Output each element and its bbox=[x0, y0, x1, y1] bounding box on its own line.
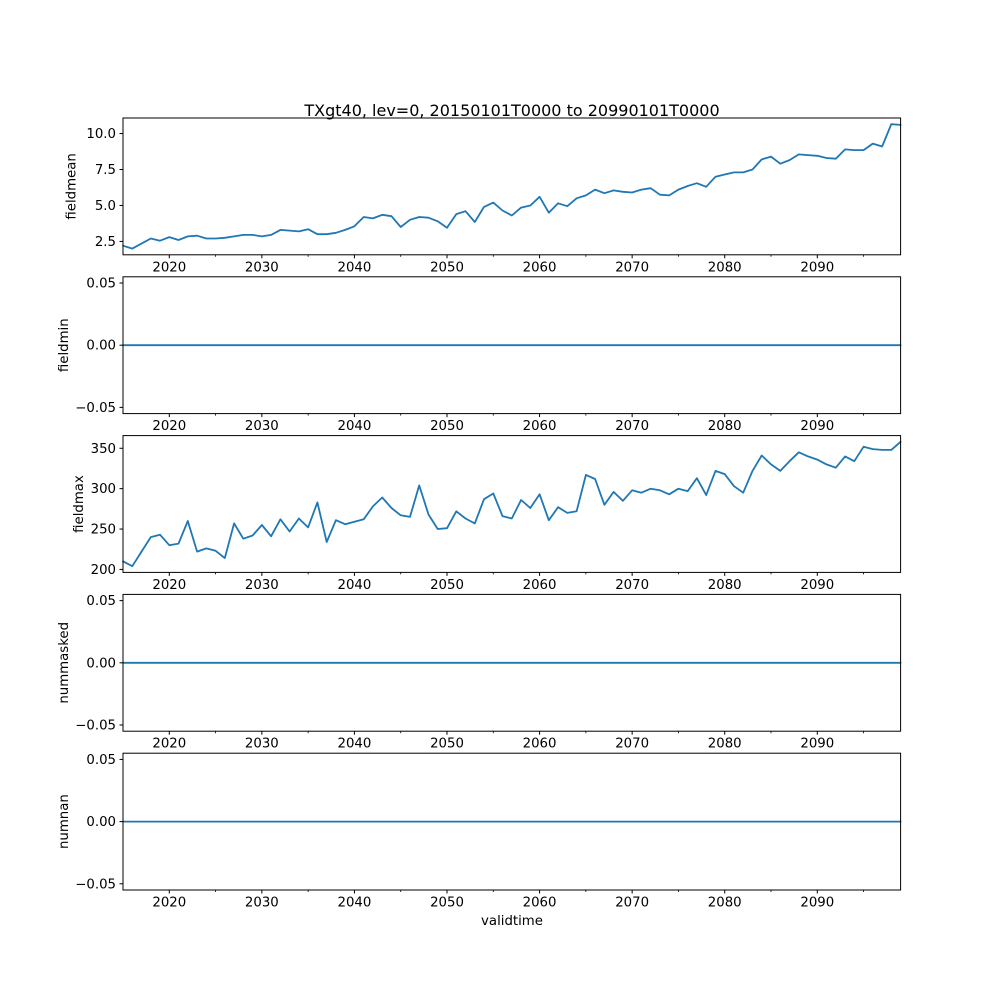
x-tick-label: 2030 bbox=[245, 419, 279, 434]
x-tick-label: 2080 bbox=[708, 737, 742, 752]
y-axis-label-fieldmin: fieldmin bbox=[57, 318, 72, 372]
y-tick-label: 0.00 bbox=[86, 656, 116, 671]
x-tick-label: 2080 bbox=[708, 260, 742, 275]
y-tick-label: 10.0 bbox=[86, 127, 116, 142]
x-tick-label: 2080 bbox=[708, 896, 742, 911]
subplot-fieldmax-line bbox=[122, 440, 902, 568]
x-tick-label: 2020 bbox=[152, 896, 186, 911]
y-tick-label: 0.05 bbox=[86, 594, 116, 609]
x-tick-label: 2040 bbox=[338, 737, 372, 752]
x-tick-label: 2090 bbox=[800, 578, 834, 593]
x-tick-label: 2040 bbox=[338, 419, 372, 434]
x-tick-label: 2070 bbox=[615, 578, 649, 593]
x-tick-label: 2040 bbox=[338, 578, 372, 593]
x-tick-label: 2030 bbox=[245, 896, 279, 911]
x-tick-label: 2090 bbox=[800, 260, 834, 275]
y-tick-label: −0.05 bbox=[75, 401, 116, 416]
y-tick-label: 0.05 bbox=[86, 753, 116, 768]
x-tick-label: 2030 bbox=[245, 737, 279, 752]
x-tick-label: 2060 bbox=[523, 578, 557, 593]
y-tick-label: 2.5 bbox=[95, 235, 116, 250]
y-tick-label: 7.5 bbox=[95, 163, 116, 178]
x-tick-label: 2080 bbox=[708, 578, 742, 593]
y-tick-label: −0.05 bbox=[75, 877, 116, 892]
y-tick-label: 5.0 bbox=[95, 199, 116, 214]
x-tick-label: 2070 bbox=[615, 737, 649, 752]
subplot-fieldmean-border bbox=[122, 117, 902, 256]
y-axis-label-numnan: numnan bbox=[57, 794, 72, 849]
x-tick-label: 2090 bbox=[800, 737, 834, 752]
x-axis-label: validtime bbox=[481, 914, 543, 929]
chart-title: TXgt40, lev=0, 20150101T0000 to 20990101… bbox=[304, 101, 720, 120]
x-tick-label: 2050 bbox=[430, 260, 464, 275]
x-tick-label: 2020 bbox=[152, 260, 186, 275]
subplot-fieldmax-border bbox=[122, 435, 902, 573]
x-tick-label: 2020 bbox=[152, 419, 186, 434]
y-tick-label: 200 bbox=[91, 563, 116, 578]
y-tick-label: 0.05 bbox=[86, 277, 116, 292]
x-tick-label: 2030 bbox=[245, 260, 279, 275]
x-tick-label: 2040 bbox=[338, 260, 372, 275]
x-tick-label: 2040 bbox=[338, 896, 372, 911]
x-tick-label: 2090 bbox=[800, 896, 834, 911]
x-tick-label: 2070 bbox=[615, 419, 649, 434]
subplot-fieldmean-line bbox=[122, 123, 902, 250]
x-tick-label: 2060 bbox=[523, 419, 557, 434]
x-tick-label: 2060 bbox=[523, 260, 557, 275]
y-axis-label-fieldmax: fieldmax bbox=[72, 475, 87, 533]
y-tick-label: 0.00 bbox=[86, 815, 116, 830]
y-tick-label: 300 bbox=[91, 482, 116, 497]
x-tick-label: 2060 bbox=[523, 737, 557, 752]
x-tick-label: 2030 bbox=[245, 578, 279, 593]
x-tick-label: 2050 bbox=[430, 737, 464, 752]
x-tick-label: 2050 bbox=[430, 578, 464, 593]
x-tick-label: 2070 bbox=[615, 260, 649, 275]
x-tick-label: 2020 bbox=[152, 578, 186, 593]
x-tick-label: 2050 bbox=[430, 419, 464, 434]
x-tick-label: 2090 bbox=[800, 419, 834, 434]
x-tick-label: 2020 bbox=[152, 737, 186, 752]
y-tick-label: 250 bbox=[91, 523, 116, 538]
x-tick-label: 2080 bbox=[708, 419, 742, 434]
x-tick-label: 2050 bbox=[430, 896, 464, 911]
y-axis-label-nummasked: nummasked bbox=[57, 622, 72, 704]
x-tick-label: 2060 bbox=[523, 896, 557, 911]
x-tick-label: 2070 bbox=[615, 896, 649, 911]
y-axis-label-fieldmean: fieldmean bbox=[64, 153, 79, 219]
y-tick-label: −0.05 bbox=[75, 718, 116, 733]
y-tick-label: 0.00 bbox=[86, 339, 116, 354]
y-tick-label: 350 bbox=[91, 442, 116, 457]
